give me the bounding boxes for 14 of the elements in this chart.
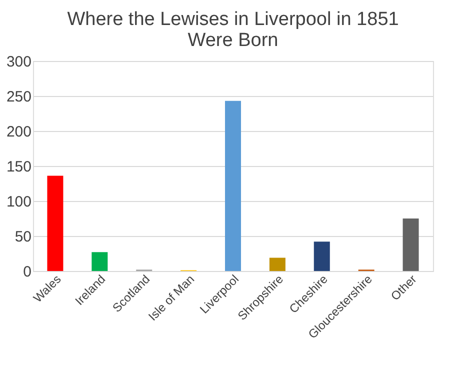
bar (225, 100, 241, 271)
y-tick-label: 0 (23, 264, 32, 280)
bar (402, 218, 419, 271)
chart-title: Where the Lewises in Liverpool in 1851 Were Born (67, 9, 399, 51)
y-tick-label: 150 (6, 158, 32, 176)
bar (47, 176, 64, 271)
y-tick-label: 50 (14, 228, 32, 246)
bar (269, 258, 286, 271)
bar (314, 242, 330, 271)
y-tick-label: 100 (6, 194, 32, 210)
y-tick-label: 200 (6, 124, 32, 140)
y-tick-label: 250 (6, 88, 32, 106)
bar (92, 252, 108, 271)
y-tick-label: 300 (6, 54, 32, 70)
